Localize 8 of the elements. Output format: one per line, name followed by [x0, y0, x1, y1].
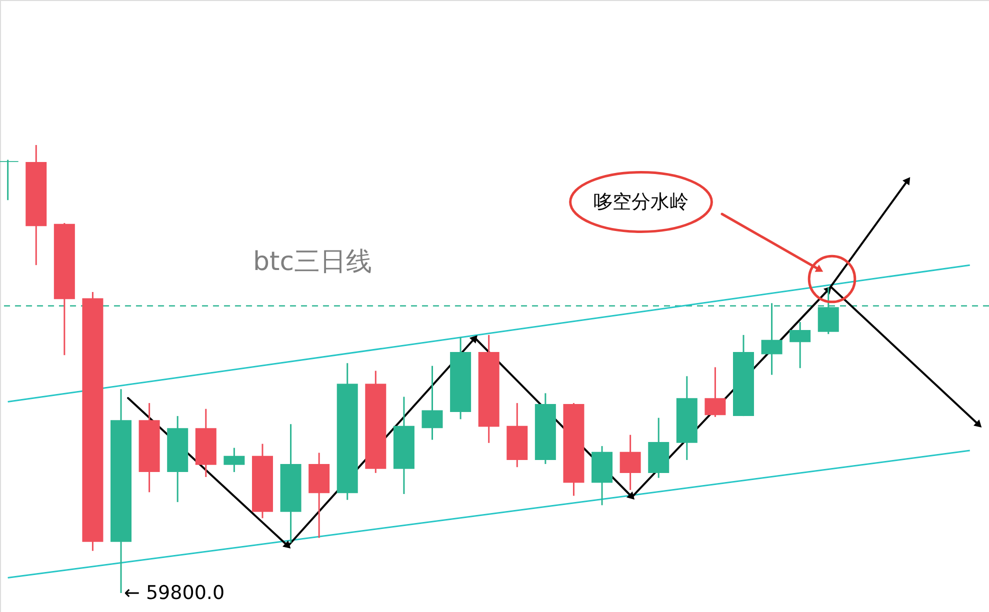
annotation: btc三日线: [253, 247, 372, 277]
candlestick: [704, 366, 726, 418]
annotation: 哆空分水岭: [594, 191, 688, 213]
candlestick: [224, 447, 245, 473]
annotation: ← 59800.0: [124, 582, 225, 604]
candlestick: [422, 365, 443, 441]
candlestick: [790, 321, 811, 369]
candlestick: [620, 434, 641, 491]
